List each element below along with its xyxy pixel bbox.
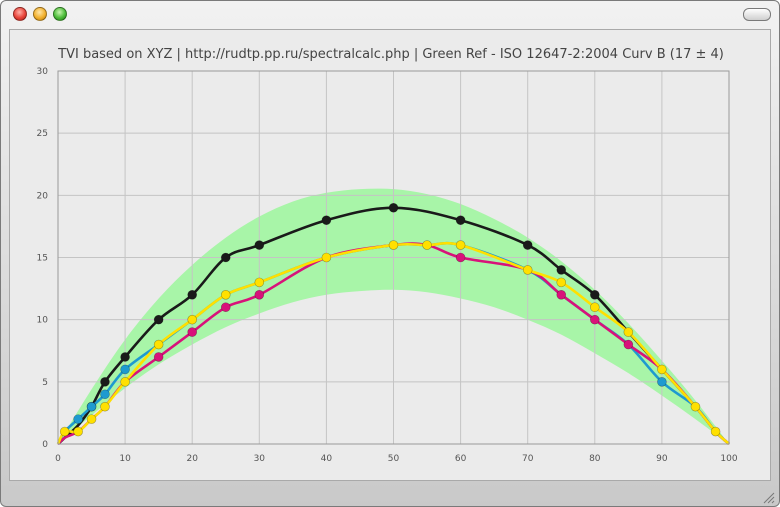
data-point bbox=[522, 265, 533, 275]
data-point bbox=[422, 240, 432, 250]
data-point bbox=[86, 401, 97, 412]
data-point bbox=[710, 426, 721, 437]
x-tick-label: 60 bbox=[455, 454, 467, 464]
data-point bbox=[100, 377, 110, 387]
y-tick-label: 25 bbox=[37, 129, 48, 139]
chart-title: TVI based on XYZ | http://rudtp.pp.ru/sp… bbox=[57, 47, 724, 62]
close-button[interactable] bbox=[13, 7, 27, 21]
y-tick-label: 15 bbox=[37, 254, 48, 264]
data-point bbox=[220, 302, 231, 313]
data-point bbox=[153, 314, 164, 325]
title-bar[interactable] bbox=[1, 1, 779, 29]
data-point bbox=[187, 327, 197, 337]
data-point bbox=[556, 265, 567, 275]
data-point bbox=[657, 364, 667, 375]
data-point bbox=[589, 302, 600, 313]
x-tick-label: 50 bbox=[388, 454, 400, 464]
y-tick-label: 0 bbox=[42, 440, 48, 450]
data-point bbox=[120, 377, 130, 387]
data-point bbox=[388, 202, 399, 213]
data-point bbox=[120, 364, 130, 375]
data-point bbox=[254, 289, 265, 300]
tvi-chart: TVI based on XYZ | http://rudtp.pp.ru/sp… bbox=[37, 47, 738, 464]
data-point bbox=[73, 414, 83, 424]
minimize-button[interactable] bbox=[33, 7, 47, 21]
x-tick-label: 90 bbox=[656, 454, 668, 464]
data-point bbox=[623, 327, 634, 337]
series-4-markers bbox=[59, 240, 721, 437]
y-tick-label: 30 bbox=[37, 67, 49, 77]
data-point bbox=[623, 339, 634, 350]
x-tick-label: 10 bbox=[119, 454, 131, 464]
data-point bbox=[220, 252, 231, 263]
data-point bbox=[321, 252, 332, 263]
data-point bbox=[455, 252, 466, 263]
data-point bbox=[589, 314, 600, 325]
data-point bbox=[59, 426, 70, 437]
plot-frame bbox=[57, 70, 730, 445]
resize-grip-icon[interactable] bbox=[761, 490, 775, 504]
status-bar bbox=[1, 482, 779, 506]
reference-tolerance-band bbox=[58, 188, 729, 444]
series-3-markers bbox=[153, 252, 634, 362]
x-tick-label: 30 bbox=[254, 454, 266, 464]
data-point bbox=[556, 289, 567, 300]
data-point bbox=[455, 215, 466, 225]
data-point bbox=[86, 414, 97, 424]
x-tick-label: 40 bbox=[321, 454, 333, 464]
data-point bbox=[657, 377, 667, 387]
zoom-button[interactable] bbox=[53, 7, 67, 21]
y-tick-label: 10 bbox=[37, 316, 49, 326]
data-point bbox=[100, 389, 110, 400]
data-point bbox=[220, 289, 231, 300]
data-point bbox=[254, 277, 265, 288]
data-point bbox=[100, 401, 110, 412]
data-point bbox=[187, 314, 197, 325]
data-point bbox=[254, 240, 265, 250]
data-point bbox=[522, 240, 533, 250]
data-point bbox=[321, 215, 332, 225]
data-point bbox=[455, 240, 466, 250]
x-tick-label: 0 bbox=[55, 454, 61, 464]
data-point bbox=[153, 352, 164, 362]
series-2-markers bbox=[73, 364, 667, 424]
series-4 bbox=[56, 241, 730, 445]
data-point bbox=[73, 426, 83, 437]
y-tick-label: 20 bbox=[37, 191, 49, 201]
data-point bbox=[690, 401, 701, 412]
toolbar-toggle-button[interactable] bbox=[743, 8, 771, 21]
x-tick-label: 80 bbox=[589, 454, 601, 464]
series-line bbox=[56, 241, 730, 445]
x-tick-label: 70 bbox=[522, 454, 534, 464]
chart-area: TVI based on XYZ | http://rudtp.pp.ru/sp… bbox=[9, 29, 771, 481]
data-point bbox=[589, 289, 600, 300]
data-point bbox=[388, 240, 399, 250]
data-point bbox=[556, 277, 567, 288]
y-tick-label: 5 bbox=[42, 378, 48, 388]
x-tick-label: 20 bbox=[186, 454, 198, 464]
data-point bbox=[153, 339, 164, 350]
data-point bbox=[187, 289, 197, 300]
data-point bbox=[120, 352, 130, 362]
x-tick-label: 100 bbox=[720, 454, 737, 464]
